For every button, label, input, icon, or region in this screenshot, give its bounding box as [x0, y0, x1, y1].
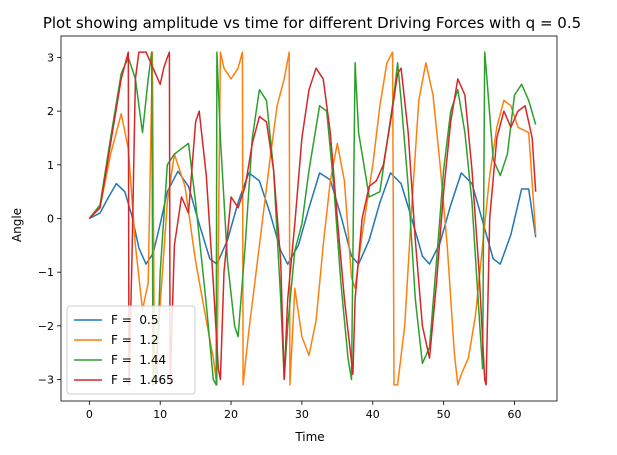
- y-tick-label: −1: [38, 266, 54, 279]
- legend-label-4: F = 1.465: [111, 373, 174, 387]
- x-tick-label: 40: [366, 408, 380, 421]
- x-tick-label: 0: [86, 408, 93, 421]
- legend-label-1: F = 0.5: [111, 313, 158, 327]
- x-tick-label: 20: [224, 408, 238, 421]
- y-axis-label: Angle: [10, 208, 24, 242]
- y-tick-label: 2: [47, 105, 54, 118]
- y-tick-label: 0: [47, 213, 54, 226]
- legend-frame: [66, 305, 196, 395]
- legend: F = 0.5 F = 1.2 F = 1.44 F = 1.465: [66, 305, 196, 395]
- series-line-4: [88, 51, 537, 386]
- y-tick-label: 3: [47, 51, 54, 64]
- x-tick-label: 60: [507, 408, 521, 421]
- series-line-3: [88, 51, 537, 386]
- y-tick-label: 1: [47, 159, 54, 172]
- legend-label-3: F = 1.44: [111, 353, 166, 367]
- y-tick-label: −3: [38, 374, 54, 387]
- x-axis-label: Time: [294, 430, 324, 444]
- x-tick-label: 30: [295, 408, 309, 421]
- y-tick-label: −2: [38, 320, 54, 333]
- x-tick-label: 50: [437, 408, 451, 421]
- x-tick-label: 10: [153, 408, 167, 421]
- legend-label-2: F = 1.2: [111, 333, 158, 347]
- chart-title: Plot showing amplitude vs time for diffe…: [43, 14, 581, 32]
- series-line-2: [88, 51, 537, 386]
